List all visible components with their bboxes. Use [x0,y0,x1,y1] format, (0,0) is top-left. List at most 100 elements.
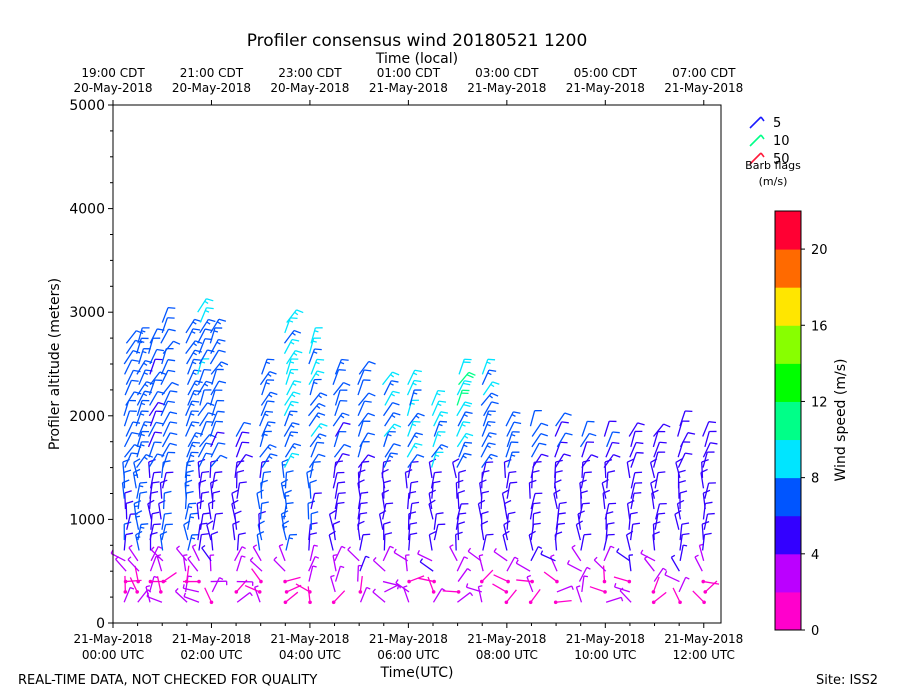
barb-shaft [280,482,286,499]
barb-flag [491,392,499,397]
wind-barb [432,431,446,448]
wind-barb [283,452,300,468]
wind-barb [160,400,175,417]
barb-shaft [183,587,199,593]
barb-shaft [703,580,720,585]
wind-barb [283,576,301,584]
barb-calm-dot [136,579,140,584]
barb-half-flag [437,403,442,407]
barb-flag [135,510,143,515]
legend-label: 10 [773,134,790,149]
barb-half-flag [191,330,196,334]
barb-flag [383,480,391,484]
barb-flag [540,422,549,427]
wind-barb [679,533,690,551]
wind-barb [457,490,466,510]
barb-half-flag [340,414,345,419]
barb-flag [359,512,368,515]
wind-barb [457,568,472,582]
barb-half-flag [586,566,591,570]
wind-barb [630,451,644,468]
barb-shaft [655,503,661,520]
barb-flag [194,349,202,353]
barb-shaft [161,382,173,396]
barb-flag [169,411,178,415]
barb-half-flag [486,445,491,449]
barb-flag [381,489,389,494]
barb-shaft [162,390,171,406]
wind-barb [408,532,418,551]
barb-shaft [136,400,143,416]
barb-flag [186,490,194,494]
barb-flag [392,390,400,394]
barb-half-flag [289,361,295,364]
barb-shaft [578,567,588,582]
barb-flag [261,501,269,505]
barb-shaft [334,546,343,562]
barb-flag [409,532,418,536]
wind-barb [127,556,140,572]
wind-barb [357,501,368,520]
wind-barb [129,577,139,594]
barb-shaft [175,548,188,562]
wind-barb [652,451,666,468]
barb-shaft [554,461,557,478]
wind-barb [458,371,476,386]
barb-shaft [382,546,391,562]
wind-barb [372,557,386,572]
barb-shaft [187,558,199,572]
wind-barb [149,471,162,489]
barb-shaft [160,370,169,386]
barb-half-flag [610,545,615,549]
barb-half-flag [193,342,198,347]
barb-shaft [286,309,297,323]
barb-shaft [506,513,509,530]
barb-shaft [334,389,341,406]
barb-shaft [209,349,220,365]
barb-half-flag [206,321,211,325]
wind-barb [211,399,225,416]
barb-flag [368,360,376,365]
wind-barb [456,452,472,468]
wind-barb [431,480,441,499]
barb-shaft [199,434,211,448]
barb-flag [318,402,326,408]
barb-flag [268,421,276,424]
barb-shaft [578,503,584,520]
barb-calm-dot [702,600,706,605]
barb-flag [533,522,541,525]
wind-barb [383,430,396,448]
barb-shaft [161,524,167,541]
colorbar-segment [775,591,801,631]
barb-flag [391,380,399,383]
wind-barb [458,469,467,489]
wind-barb [236,580,254,586]
wind-barb [295,583,312,594]
barb-shaft [273,559,286,572]
barb-shaft [149,391,159,406]
barb-flag [286,502,294,505]
wind-barb [332,520,341,541]
wind-barb [149,358,163,375]
barb-half-flag [135,515,141,518]
wind-barb [186,512,198,530]
wind-barb [210,442,226,458]
barb-half-flag [187,575,192,578]
barb-flag [317,412,326,416]
barb-flag [438,400,447,403]
barb-flag [591,454,599,458]
wind-barb [261,453,278,468]
wind-barb [235,421,252,437]
barb-half-flag [415,415,420,419]
barb-shaft [347,549,360,562]
barb-half-flag [465,583,469,588]
x-tick-time: 08:00 UTC [476,648,538,662]
barb-shaft [199,493,203,510]
wind-barb [457,411,473,427]
wind-barb [283,400,299,417]
barb-half-flag [139,485,144,488]
barb-half-flag [463,414,468,418]
wind-barb [332,412,350,427]
barb-half-flag [219,577,224,580]
wind-barb [384,443,401,458]
